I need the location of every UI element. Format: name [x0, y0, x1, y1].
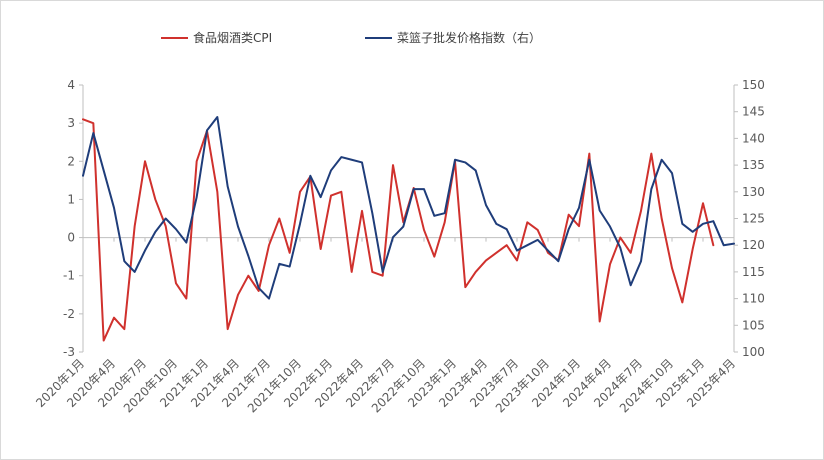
- y-right-tick-label: 105: [742, 318, 765, 332]
- y-left-tick-label: 1: [67, 192, 75, 206]
- y-left-tick-label: 4: [67, 78, 75, 92]
- y-left-tick-label: -2: [63, 307, 75, 321]
- y-right-tick-label: 115: [742, 265, 765, 279]
- y-right-tick-label: 140: [742, 131, 765, 145]
- series-line-basket-index: [82, 116, 735, 300]
- y-left-tick-label: 0: [67, 231, 75, 245]
- y-right-tick-label: 120: [742, 238, 765, 252]
- legend: 食品烟酒类CPI 菜篮子批发价格指数（右）: [161, 30, 541, 45]
- series-layer: [82, 116, 735, 342]
- y-left-tick-label: 2: [67, 154, 75, 168]
- y-right-tick-label: 110: [742, 292, 765, 306]
- legend-label-basket: 菜篮子批发价格指数（右）: [397, 30, 541, 45]
- y-right-tick-label: 130: [742, 185, 765, 199]
- y-right-tick-label: 135: [742, 158, 765, 172]
- series-line-food-cpi: [82, 118, 715, 342]
- y-left-tick-label: 3: [67, 116, 75, 130]
- y-right-tick-label: 145: [742, 105, 765, 119]
- y-right-tick-label: 125: [742, 212, 765, 226]
- legend-label-cpi: 食品烟酒类CPI: [193, 30, 272, 45]
- y-right-tick-label: 150: [742, 78, 765, 92]
- y-left-tick-label: -3: [63, 345, 75, 359]
- axes: 4 3 2 1 0 -1 -2 -3 150 145 140 135 130 125 120 115 110 10…: [33, 78, 765, 415]
- y-left-tick-label: -1: [63, 269, 75, 283]
- y-right-tick-label: 100: [742, 345, 765, 359]
